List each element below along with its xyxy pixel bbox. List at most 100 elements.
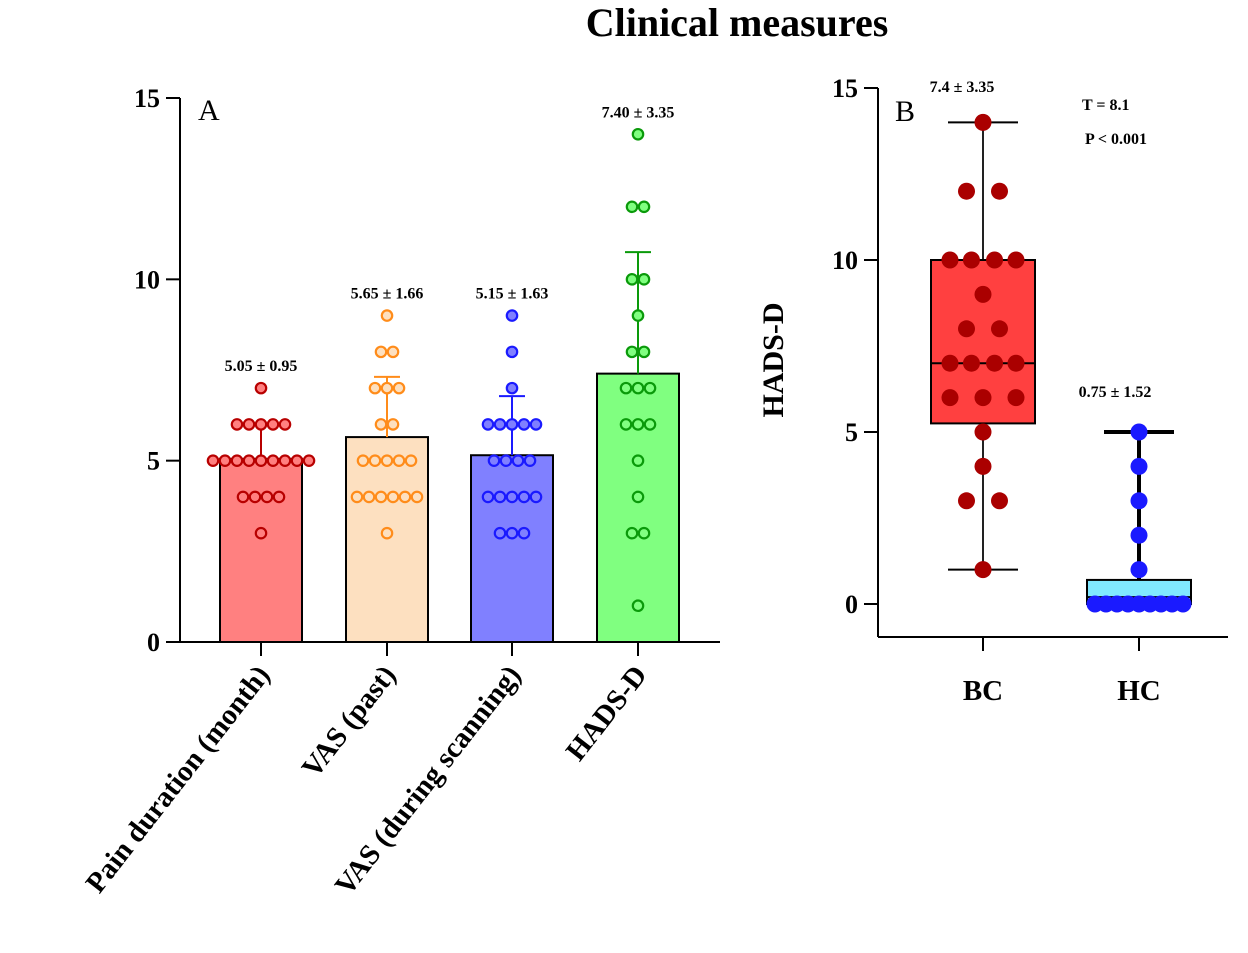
panel-a-mean-sd-label: 5.05 ± 0.95 <box>225 358 298 375</box>
panel-a-data-point <box>248 490 262 504</box>
panel-a-mean-sd-label: 7.40 ± 3.35 <box>602 104 675 121</box>
panel-a-data-point <box>625 526 639 540</box>
panel-a-data-point <box>625 200 639 214</box>
panel-a-data-point <box>529 490 543 504</box>
panel-a-data-point <box>505 345 519 359</box>
panel-b-data-point <box>958 182 975 200</box>
panel-a-data-point <box>410 490 424 504</box>
panel-a-data-point <box>631 599 645 613</box>
panel-b-ylabel: HADS-D <box>757 302 790 417</box>
panel-a-data-point <box>481 490 495 504</box>
panel-a-category-label: Pain duration (month) <box>80 660 277 899</box>
panel-a-data-point <box>392 454 406 467</box>
panel-a-data-point <box>631 127 645 141</box>
panel-b-data-point <box>974 561 992 579</box>
panel-a-data-point <box>218 454 232 467</box>
panel-b-mean-sd-label: 0.75 ± 1.52 <box>1079 384 1152 401</box>
panel-a-data-point <box>631 454 645 467</box>
panel-b-y-tick-label: 5 <box>845 418 858 447</box>
panel-a-data-point <box>386 490 400 504</box>
panel-a-data-point <box>637 200 651 214</box>
panel-a-data-point <box>493 490 507 504</box>
panel-a-mean-sd-label: 5.15 ± 1.63 <box>476 286 549 303</box>
panel-b-data-point <box>991 182 1008 200</box>
panel-b-data-point <box>941 354 959 372</box>
panel-a-letter: A <box>198 94 220 127</box>
panel-a-data-point <box>625 273 639 286</box>
panel-a-bar <box>470 454 554 643</box>
panel-a-data-point <box>631 381 645 395</box>
panel-a-data-point <box>517 490 531 504</box>
panel-a-data-point <box>368 454 382 467</box>
panel-a-data-point <box>487 454 501 467</box>
panel-b-data-point <box>974 423 992 441</box>
panel-a-data-point <box>517 418 531 431</box>
panel-a-data-point <box>230 418 244 431</box>
panel-a-mean-sd-label: 5.65 ± 1.66 <box>351 286 424 303</box>
panel-a-data-point <box>619 381 633 395</box>
panel-a-data-point <box>637 526 651 540</box>
panel-a-data-point <box>242 418 256 431</box>
panel-a-category-label: HADS-D <box>560 660 654 767</box>
panel-b-data-point <box>1130 561 1148 579</box>
panel-a-data-point <box>254 381 268 395</box>
panel-a-data-point <box>266 418 280 431</box>
panel-a-data-point <box>356 454 370 467</box>
panel-a-data-point <box>619 418 633 431</box>
panel-b-data-point <box>1174 595 1192 613</box>
panel-a-data-point <box>206 454 220 467</box>
panel-a-y-tick-label: 5 <box>147 447 160 476</box>
panel-a-data-point <box>404 454 418 467</box>
panel-b-data-point <box>974 389 992 407</box>
panel-a-data-point <box>380 381 394 395</box>
panel-a-data-point <box>362 490 376 504</box>
panel-a-data-point <box>631 490 645 504</box>
panel-a-data-point <box>368 381 382 395</box>
panel-a-y-tick-label: 0 <box>147 628 160 657</box>
panel-a-data-point <box>499 454 513 467</box>
panel-a-data-point <box>643 381 657 395</box>
panel-a-data-point <box>505 381 519 395</box>
panel-a-data-point <box>505 418 519 431</box>
panel-a-bar <box>219 457 303 643</box>
panel-a-data-point <box>230 454 244 467</box>
panel-a-y-tick-label: 15 <box>134 84 160 113</box>
panel-b-y-tick-label: 15 <box>832 74 858 103</box>
panel-a-data-point <box>302 454 316 467</box>
panel-a-data-point <box>350 490 364 504</box>
panel-b-data-point <box>962 251 980 269</box>
panel-a-data-point <box>260 490 274 504</box>
panel-a-data-point <box>266 454 280 467</box>
panel-b-data-point <box>991 492 1008 510</box>
panel-a-data-point <box>380 309 394 322</box>
panel-a-data-point <box>523 454 537 467</box>
panel-b-data-point <box>1130 457 1148 475</box>
panel-b-data-point <box>974 113 992 131</box>
panel-b-data-point <box>986 354 1004 372</box>
panel-a-data-point <box>529 418 543 431</box>
panel-a-data-point <box>278 454 292 467</box>
panel-a-data-point <box>511 454 525 467</box>
panel-a-data-point <box>242 454 256 467</box>
panel-a-data-point <box>374 345 388 359</box>
panel-b-data-point <box>1130 492 1148 510</box>
panel-a-data-point <box>386 418 400 431</box>
panel-b-data-point <box>958 492 975 510</box>
panel-b-data-point <box>1007 389 1025 407</box>
panel-a-data-point <box>625 345 639 359</box>
panel-b-p-value: P < 0.001 <box>1085 131 1147 148</box>
panel-a-category-label: VAS (past) <box>296 660 403 784</box>
panel-a-data-point <box>505 490 519 504</box>
panel-b-data-point <box>1007 251 1025 269</box>
panel-a-data-point <box>505 526 519 540</box>
panel-a: A 0 5 10 15 5.05 ± 0.95 Pain duration (month)… <box>80 84 720 901</box>
panel-a-data-point <box>254 526 268 540</box>
panel-a-data-point <box>374 418 388 431</box>
panel-b-data-point <box>941 251 959 269</box>
panel-a-data-point <box>637 345 651 359</box>
panel-b-category-label: HC <box>1117 675 1161 707</box>
panel-a-data-point <box>254 454 268 467</box>
panel-a-data-point <box>386 345 400 359</box>
panel-a-data-point <box>505 309 519 322</box>
panel-a-data-point <box>481 418 495 431</box>
